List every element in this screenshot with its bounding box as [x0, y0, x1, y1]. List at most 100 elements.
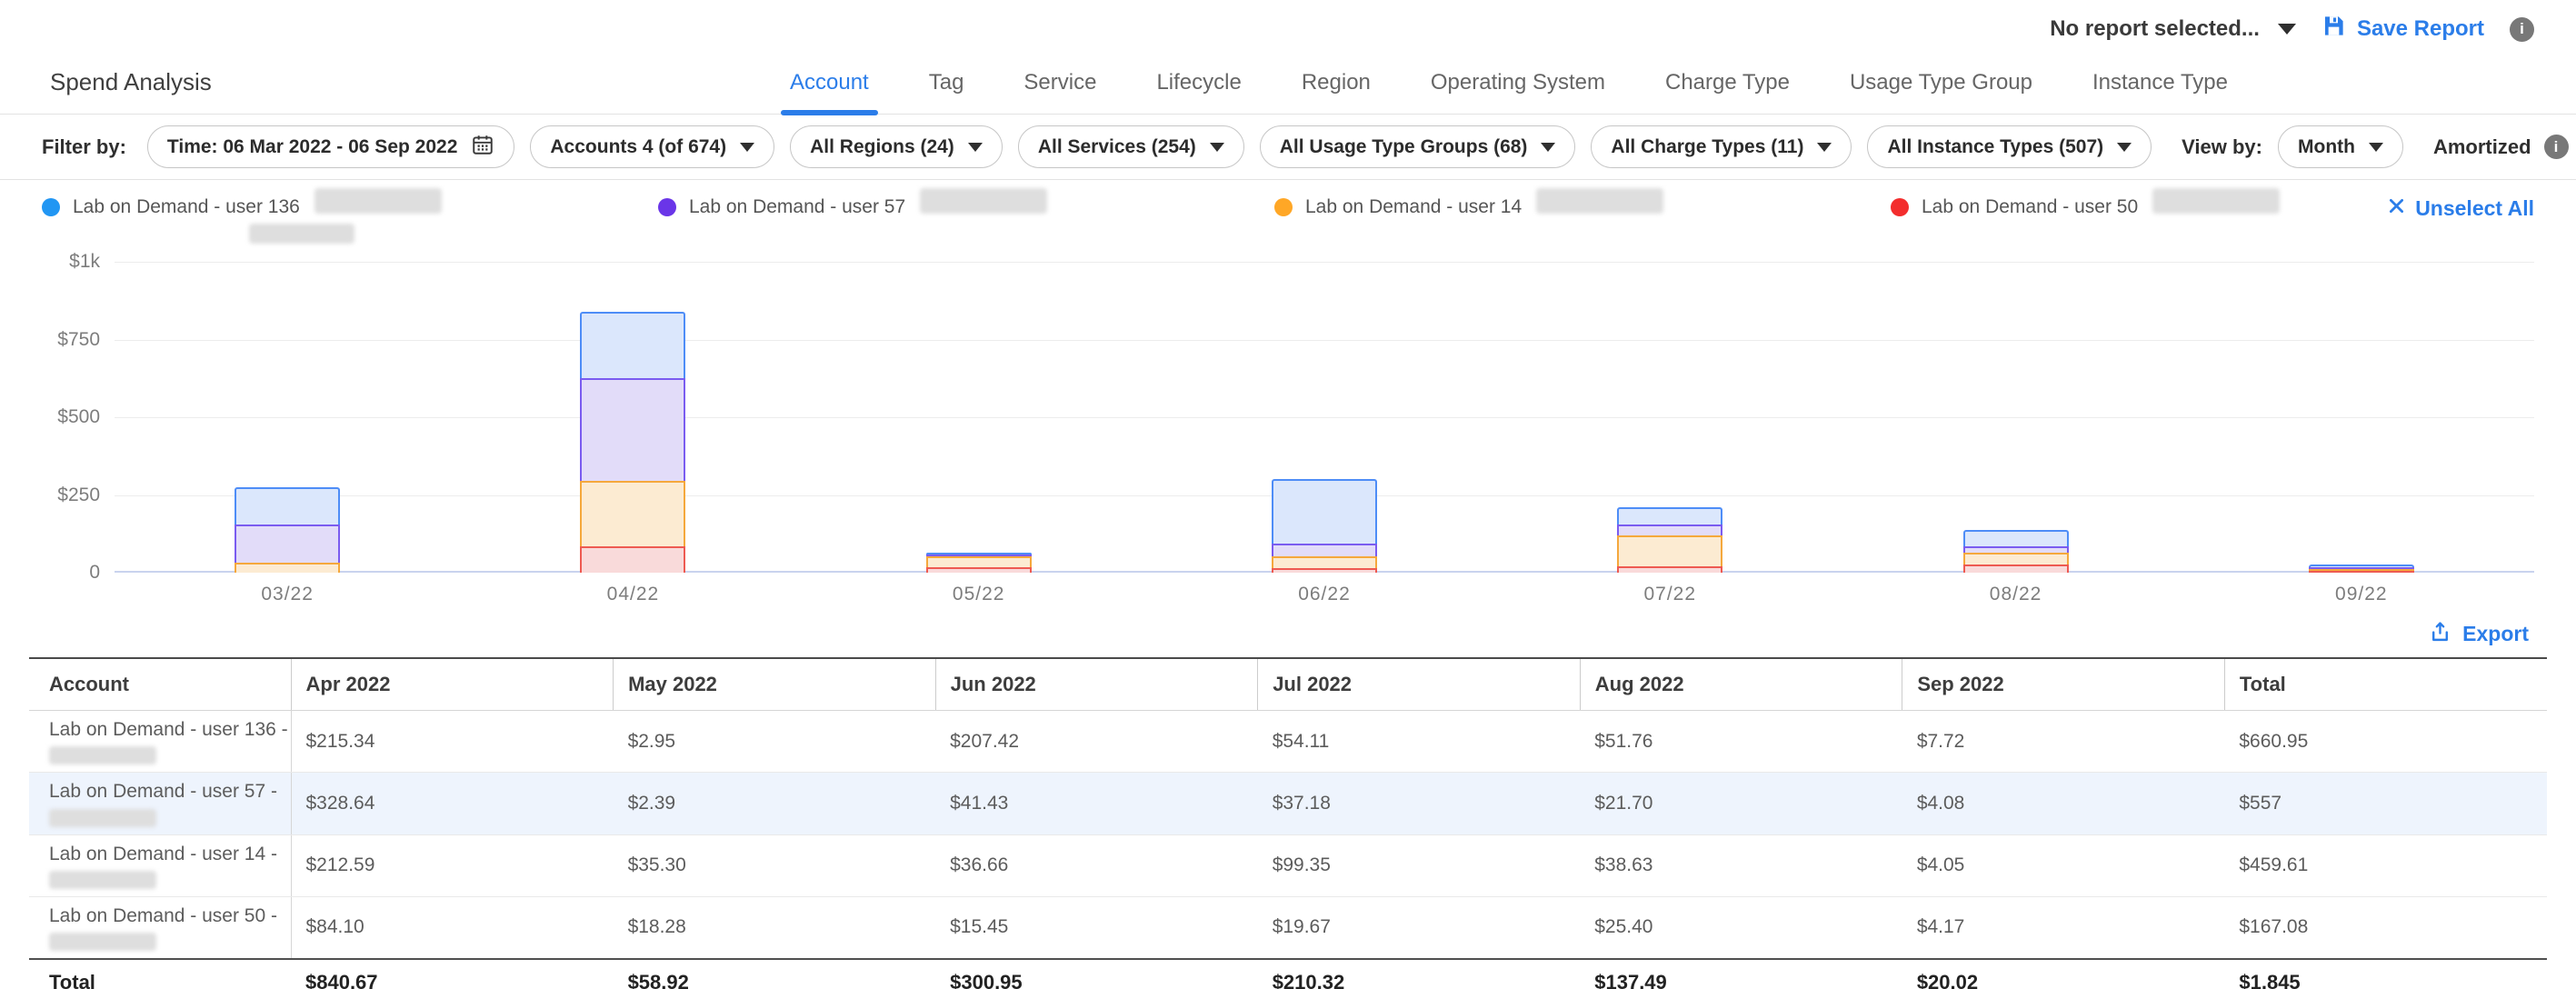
bar-segment-user57: [925, 554, 1032, 556]
redacted-text: [49, 870, 156, 889]
legend-item-user-14[interactable]: Lab on Demand - user 14: [1274, 188, 1891, 220]
bar-segment-user50: [925, 566, 1032, 573]
cell-value: $328.64: [291, 772, 614, 835]
y-tick-1k: $1k: [69, 251, 100, 272]
cell-value: $167.08: [2224, 896, 2547, 960]
services-filter-label: All Services (254): [1037, 135, 1196, 157]
total-label: Total: [29, 958, 291, 989]
accounts-filter-pill[interactable]: Accounts 4 (of 674): [530, 125, 775, 168]
chart-plot-area: [115, 262, 2534, 573]
legend-item-user-57[interactable]: Lab on Demand - user 57: [658, 188, 1274, 220]
column-header-jun: Jun 2022: [934, 658, 1258, 711]
stacked-bar-09/22[interactable]: [2308, 564, 2414, 573]
redacted-text: [1536, 188, 1664, 214]
legend-label: Lab on Demand - user 50: [1922, 196, 2139, 217]
account-cell: Lab on Demand - user 14 -: [29, 834, 292, 897]
bar-segment-user57: [1617, 524, 1723, 536]
bar-segment-user50: [580, 546, 686, 573]
tab-instance-type[interactable]: Instance Type: [2092, 69, 2228, 95]
bar-slot: [115, 262, 460, 573]
export-label: Export: [2462, 622, 2529, 645]
cell-value: $41.43: [935, 772, 1258, 835]
tab-charge-type[interactable]: Charge Type: [1664, 69, 1790, 95]
bar-segment-user57: [1271, 544, 1377, 557]
total-value: $58.92: [613, 958, 936, 989]
cell-value: $2.95: [613, 710, 936, 774]
stacked-bar-03/22[interactable]: [235, 486, 341, 573]
cell-value: $21.70: [1580, 772, 1902, 835]
x-axis-label: 03/22: [261, 584, 314, 604]
column-header-sep: Sep 2022: [1902, 658, 2225, 711]
chevron-down-icon: [2277, 24, 2296, 35]
title-bar: Spend Analysis Account Tag Service Lifec…: [0, 51, 2576, 115]
y-tick-0: 0: [89, 562, 100, 583]
cell-value: $84.10: [291, 896, 614, 960]
export-button[interactable]: Export: [2429, 620, 2529, 648]
stacked-bar-07/22[interactable]: [1617, 507, 1723, 573]
bar-slot: [1497, 262, 1842, 573]
legend-label: Lab on Demand - user 57: [689, 196, 906, 217]
usage-type-groups-filter-pill[interactable]: All Usage Type Groups (68): [1259, 125, 1576, 168]
chevron-down-icon: [740, 142, 755, 152]
column-header-may: May 2022: [613, 658, 936, 711]
legend-item-user-50[interactable]: Lab on Demand - user 50: [1891, 188, 2281, 220]
gridline: [115, 339, 2534, 341]
bar-segment-user50: [2308, 571, 2414, 573]
stacked-bar-08/22[interactable]: [1962, 530, 2069, 573]
regions-filter-pill[interactable]: All Regions (24): [790, 125, 1003, 168]
redacted-text: [49, 933, 156, 951]
bar-segment-user14: [1962, 553, 2069, 565]
legend-item-user-136[interactable]: Lab on Demand - user 136: [42, 188, 658, 220]
tab-operating-system[interactable]: Operating System: [1430, 69, 1605, 95]
unselect-all-label: Unselect All: [2415, 196, 2534, 220]
total-value: $840.67: [291, 958, 614, 989]
table-total-row: Total $840.67 $58.92 $300.95 $210.32 $13…: [29, 958, 2547, 989]
save-report-button[interactable]: Save Report: [2321, 14, 2484, 45]
bar-segment-user50: [1271, 567, 1377, 573]
bar-segment-user14: [925, 555, 1032, 567]
total-value: $20.02: [1902, 958, 2225, 989]
stacked-bar-06/22[interactable]: [1271, 479, 1377, 573]
redacted-text: [249, 224, 354, 244]
instance-types-filter-label: All Instance Types (507): [1887, 135, 2104, 157]
report-selector-dropdown[interactable]: No report selected...: [2050, 16, 2296, 42]
tab-usage-type-group[interactable]: Usage Type Group: [1849, 69, 2032, 95]
total-value: $300.95: [935, 958, 1258, 989]
view-by-value: Month: [2298, 135, 2355, 157]
cell-value: $35.30: [613, 834, 936, 897]
tab-lifecycle[interactable]: Lifecycle: [1156, 69, 1242, 95]
tab-region[interactable]: Region: [1301, 69, 1371, 95]
unselect-all-button[interactable]: Unselect All: [2387, 196, 2534, 221]
bar-segment-user14: [1271, 556, 1377, 568]
cell-value: $19.67: [1257, 896, 1581, 960]
bar-segment-user57: [235, 524, 341, 563]
tab-service[interactable]: Service: [1023, 69, 1097, 95]
page-title: Spend Analysis: [50, 68, 212, 95]
export-icon: [2429, 620, 2451, 648]
tab-account[interactable]: Account: [781, 51, 878, 115]
tab-bar: Account Tag Service Lifecycle Region Ope…: [781, 51, 2232, 115]
cell-value: $38.63: [1580, 834, 1902, 897]
view-by-dropdown[interactable]: Month: [2278, 125, 2403, 168]
services-filter-pill[interactable]: All Services (254): [1017, 125, 1244, 168]
x-axis-label: 04/22: [606, 584, 660, 604]
stacked-bar-04/22[interactable]: [580, 311, 686, 573]
bar-segment-user57: [2308, 567, 2414, 569]
stacked-bar-05/22[interactable]: [925, 552, 1032, 573]
chart-legend: Lab on Demand - user 136 Lab on Demand -…: [0, 180, 2576, 245]
amortized-info-icon[interactable]: [2543, 135, 2569, 159]
column-header-account: Account: [29, 658, 291, 711]
x-axis-label: 07/22: [1643, 584, 1697, 604]
time-filter-pill[interactable]: Time: 06 Mar 2022 - 06 Sep 2022: [146, 125, 515, 168]
redacted-text: [2152, 188, 2281, 214]
instance-types-filter-pill[interactable]: All Instance Types (507): [1867, 125, 2152, 168]
redacted-text: [49, 746, 156, 765]
y-axis: $1k $750 $500 $250 0: [42, 251, 115, 583]
tab-tag[interactable]: Tag: [928, 69, 964, 95]
bar-segment-user136: [925, 552, 1032, 554]
info-icon[interactable]: [2510, 16, 2534, 42]
charge-types-filter-pill[interactable]: All Charge Types (11): [1591, 125, 1852, 168]
bar-slot: [806, 262, 1152, 573]
bar-slot: [1152, 262, 1497, 573]
usage-type-groups-filter-label: All Usage Type Groups (68): [1279, 135, 1528, 157]
